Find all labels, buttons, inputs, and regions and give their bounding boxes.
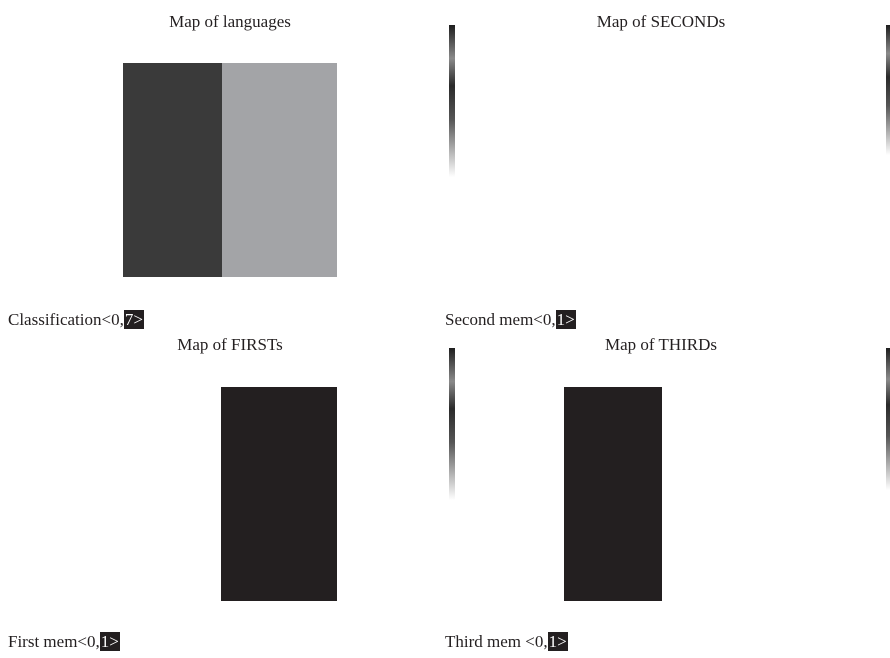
caption-highlight: 1>	[547, 632, 568, 651]
caption-text: Third mem <0,	[445, 632, 548, 651]
panel-caption: Second mem<0,1>	[445, 310, 576, 330]
panel-title: Map of SECONDs	[596, 12, 726, 31]
colorbar	[449, 25, 455, 177]
map-cell	[222, 63, 337, 277]
colorbar	[449, 348, 455, 500]
map-cell	[123, 63, 222, 277]
caption-text: Classification<0,	[8, 310, 124, 329]
panel-caption: First mem<0,1>	[8, 632, 120, 652]
panel-title: Map of THIRDs	[604, 335, 718, 354]
caption-text: Second mem<0,	[445, 310, 556, 329]
colorbar	[886, 348, 890, 490]
panel-caption: Third mem <0,1>	[445, 632, 568, 652]
caption-highlight: 1>	[555, 310, 576, 329]
colorbar	[886, 25, 890, 155]
map-cell	[564, 387, 662, 601]
caption-text: First mem<0,	[8, 632, 100, 651]
panel-caption: Classification<0,7>	[8, 310, 144, 330]
panel-title: Map of languages	[169, 12, 291, 31]
caption-highlight: 1>	[99, 632, 120, 651]
caption-highlight: 7>	[123, 310, 144, 329]
panel-title: Map of FIRSTs	[177, 335, 283, 354]
map-cell	[221, 387, 337, 601]
